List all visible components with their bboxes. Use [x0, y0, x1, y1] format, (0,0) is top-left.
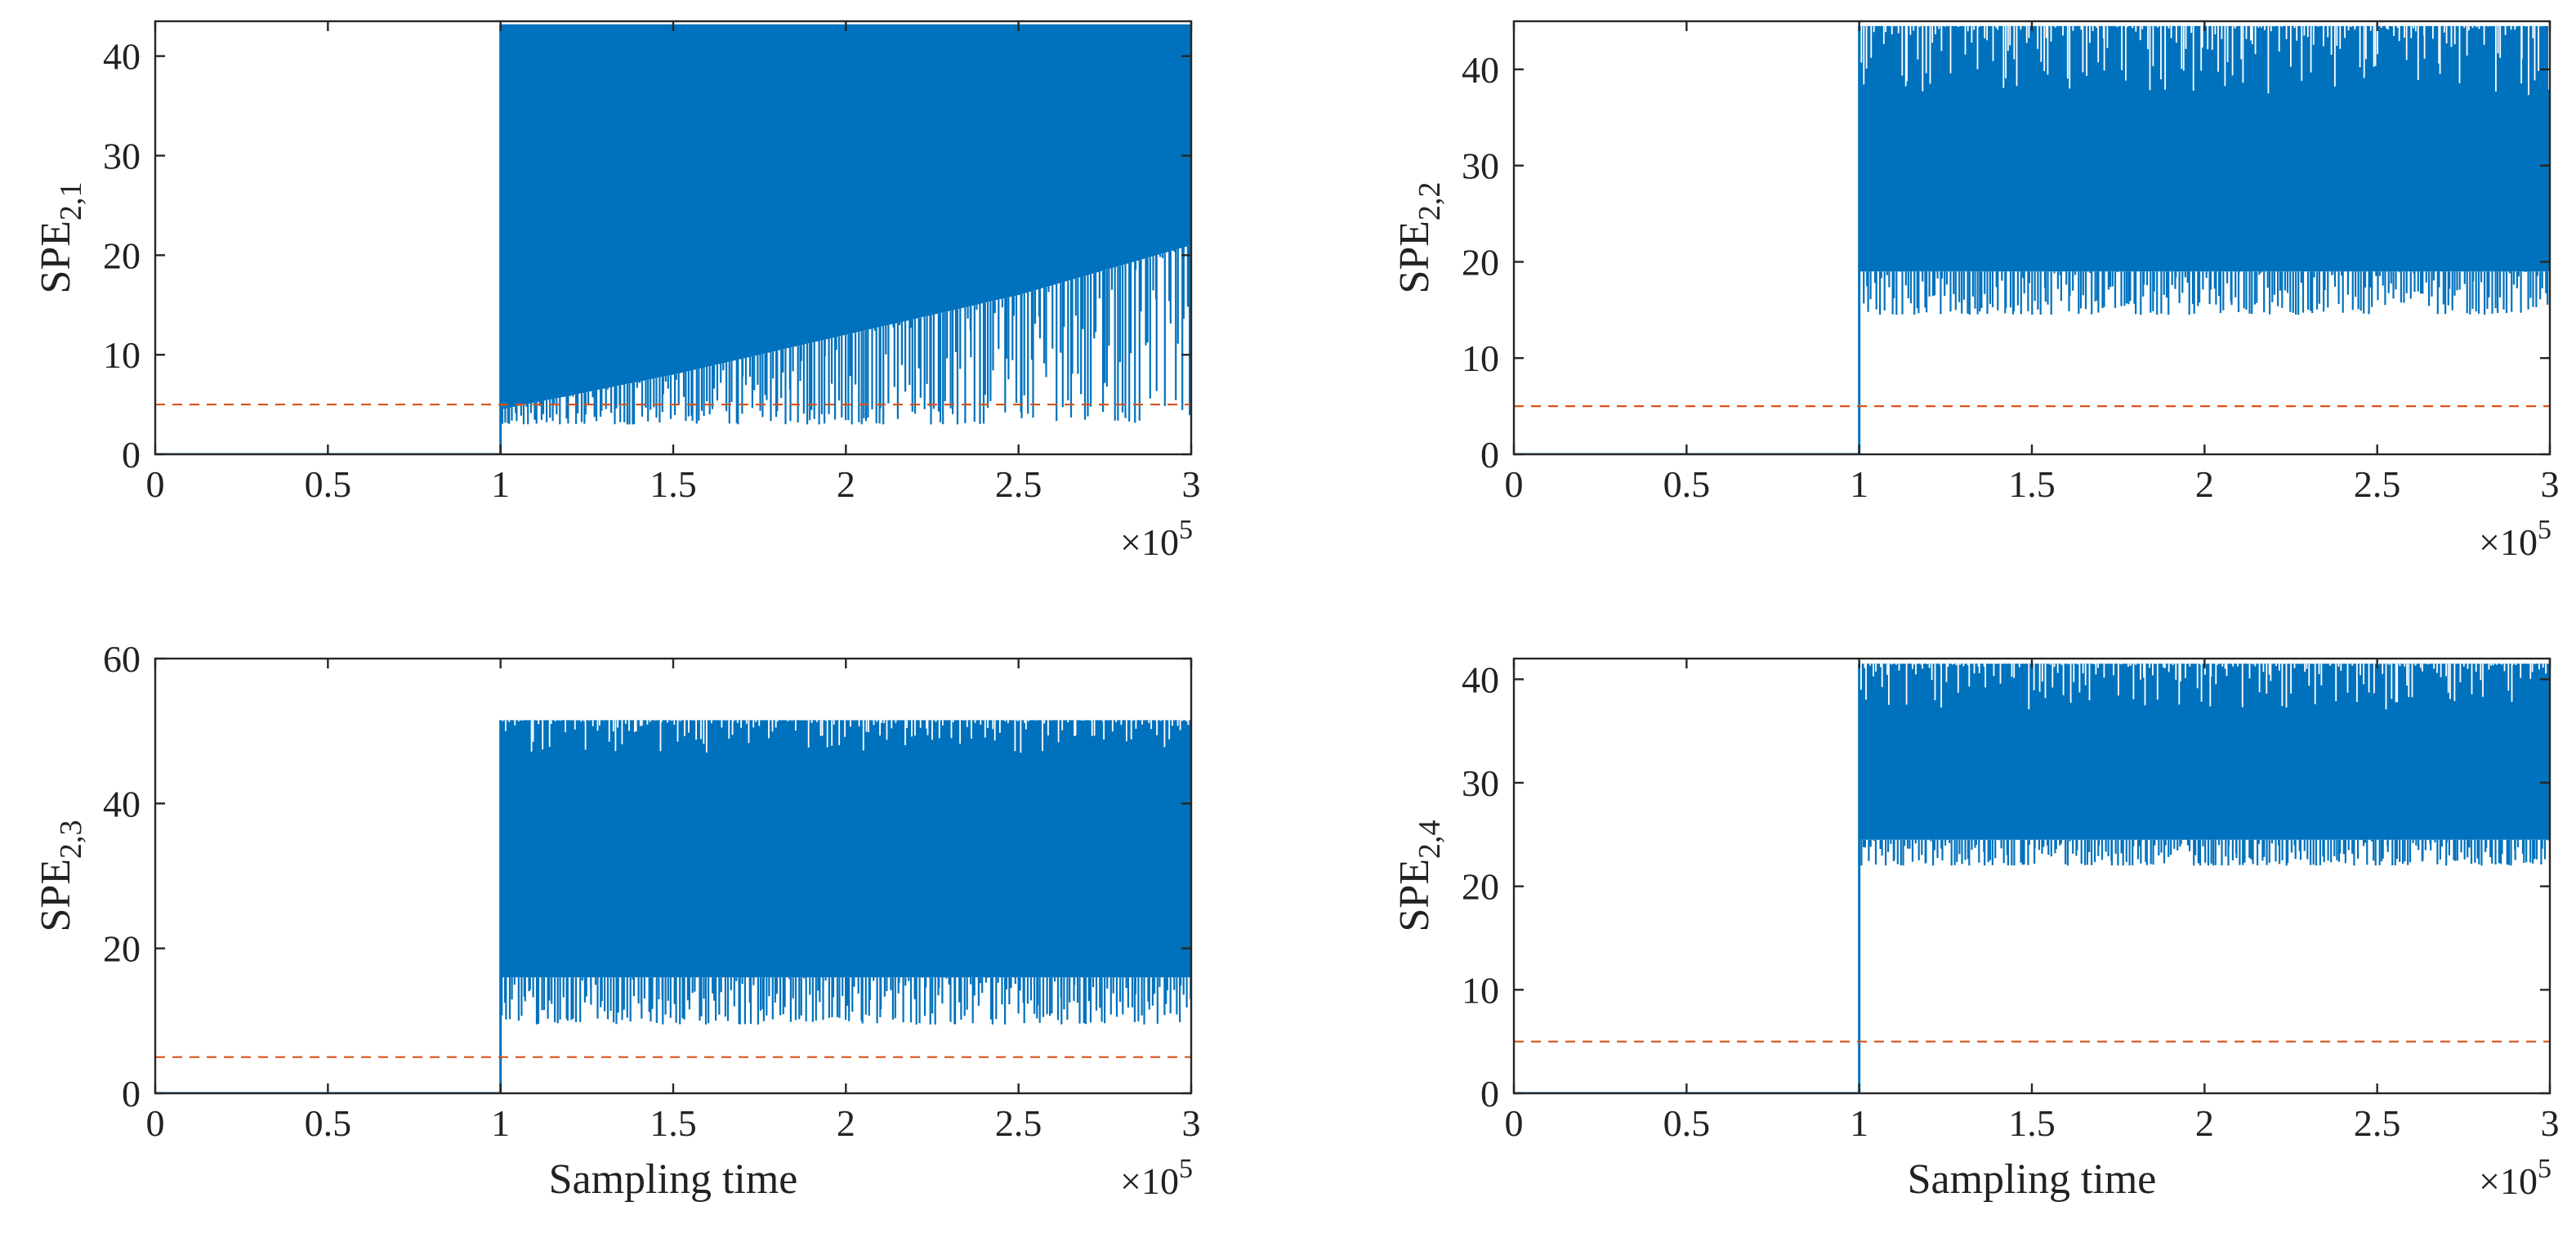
- series-low-spikes: [1858, 271, 2549, 315]
- x-tick-label: 1: [1850, 463, 1868, 505]
- x-tick-label: 2.5: [995, 1102, 1042, 1144]
- y-tick-label: 30: [1462, 762, 1499, 804]
- x-tick-label: 3: [2541, 1102, 2560, 1144]
- x-tick-label: 1.5: [2008, 1102, 2056, 1144]
- x-exponent-label: ×105: [1120, 1154, 1193, 1202]
- x-tick-label: 2.5: [2354, 463, 2401, 505]
- chart-panel-4: 0 0.5 1 1.5 2 2.5 3010203040SPE2,4×105Sampling…: [1391, 657, 2560, 1203]
- series-top-notches: [1860, 663, 2549, 710]
- y-tick-label: 0: [122, 1073, 141, 1115]
- x-tick-label: 0: [1505, 1102, 1524, 1144]
- plot-area: [1514, 663, 2550, 1093]
- y-tick-label: 40: [103, 783, 141, 824]
- y-tick-label: 40: [103, 36, 141, 78]
- x-tick-label: 0.5: [305, 1102, 352, 1144]
- y-tick-label: 30: [1462, 145, 1499, 187]
- x-tick-label: 0: [1505, 463, 1524, 505]
- series-dense-band: [1859, 663, 2550, 840]
- x-tick-label: 1: [491, 1102, 510, 1144]
- x-tick-label: 2: [837, 463, 855, 505]
- y-tick-label: 20: [1462, 241, 1499, 283]
- y-tick-label: 0: [1480, 1073, 1499, 1115]
- y-tick-label: 20: [103, 928, 141, 970]
- x-tick-label: 3: [2541, 463, 2560, 505]
- series-low-spikes: [501, 977, 1191, 1025]
- x-axis-label: Sampling time: [1908, 1156, 2157, 1203]
- series-dense-band: [500, 720, 1191, 978]
- series-low-spikes: [1860, 839, 2550, 866]
- x-tick-label: 0.5: [1663, 463, 1711, 505]
- series-dense-band: [500, 24, 1191, 410]
- x-tick-label: 1: [1850, 1102, 1868, 1144]
- series-low-spikes: [501, 245, 1191, 425]
- x-tick-label: 1.5: [650, 1102, 697, 1144]
- y-tick-label: 10: [103, 334, 141, 376]
- x-tick-label: 3: [1182, 1102, 1201, 1144]
- x-tick-label: 1.5: [650, 463, 697, 505]
- y-axis-label: SPE2,2: [1391, 181, 1447, 293]
- x-tick-label: 2.5: [995, 463, 1042, 505]
- x-exponent-label: ×105: [2479, 1154, 2551, 1202]
- series-top-notches: [1860, 25, 2550, 96]
- y-tick-label: 40: [1462, 49, 1499, 91]
- y-tick-label: 30: [103, 135, 141, 176]
- y-tick-label: 10: [1462, 969, 1499, 1011]
- chart-panel-3: 0 0.5 1 1.5 2 2.5 3 0 20 40 60 SPE2,3 ×105 Sampling t…: [33, 638, 1201, 1203]
- x-tick-label: 0: [146, 1102, 165, 1144]
- y-tick-label: 0: [122, 434, 141, 476]
- y-tick-label: 20: [103, 235, 141, 276]
- x-tick-label: 3: [1182, 463, 1201, 505]
- y-axis-label: SPE2,4: [1391, 820, 1447, 932]
- x-exponent-label: ×105: [1120, 515, 1193, 563]
- plot-area: [155, 24, 1191, 454]
- y-tick-label: 60: [103, 638, 141, 680]
- x-tick-label: 2: [2195, 1102, 2214, 1144]
- plot-area: [1514, 25, 2550, 454]
- series-top-notches: [502, 720, 1190, 753]
- x-tick-label: 2.5: [2354, 1102, 2401, 1144]
- y-tick-label: 20: [1462, 866, 1499, 908]
- x-tick-label: 1: [491, 463, 510, 505]
- y-axis-label: SPE2,1: [33, 181, 88, 293]
- x-tick-label: 0: [146, 463, 165, 505]
- x-tick-label: 0.5: [305, 463, 352, 505]
- y-tick-label: 40: [1462, 659, 1499, 700]
- x-tick-label: 1.5: [2008, 463, 2056, 505]
- plot-area: [155, 720, 1191, 1093]
- x-tick-label: 0.5: [1663, 1102, 1711, 1144]
- y-axis-label: SPE2,3: [33, 820, 88, 932]
- x-tick-label: 2: [837, 1102, 855, 1144]
- series-dense-band: [1859, 25, 2550, 272]
- x-exponent-label: ×105: [2479, 515, 2551, 563]
- y-tick-label: 0: [1480, 434, 1499, 476]
- x-tick-label: 2: [2195, 463, 2214, 505]
- x-axis-label: Sampling time: [549, 1156, 798, 1203]
- y-tick-label: 10: [1462, 337, 1499, 379]
